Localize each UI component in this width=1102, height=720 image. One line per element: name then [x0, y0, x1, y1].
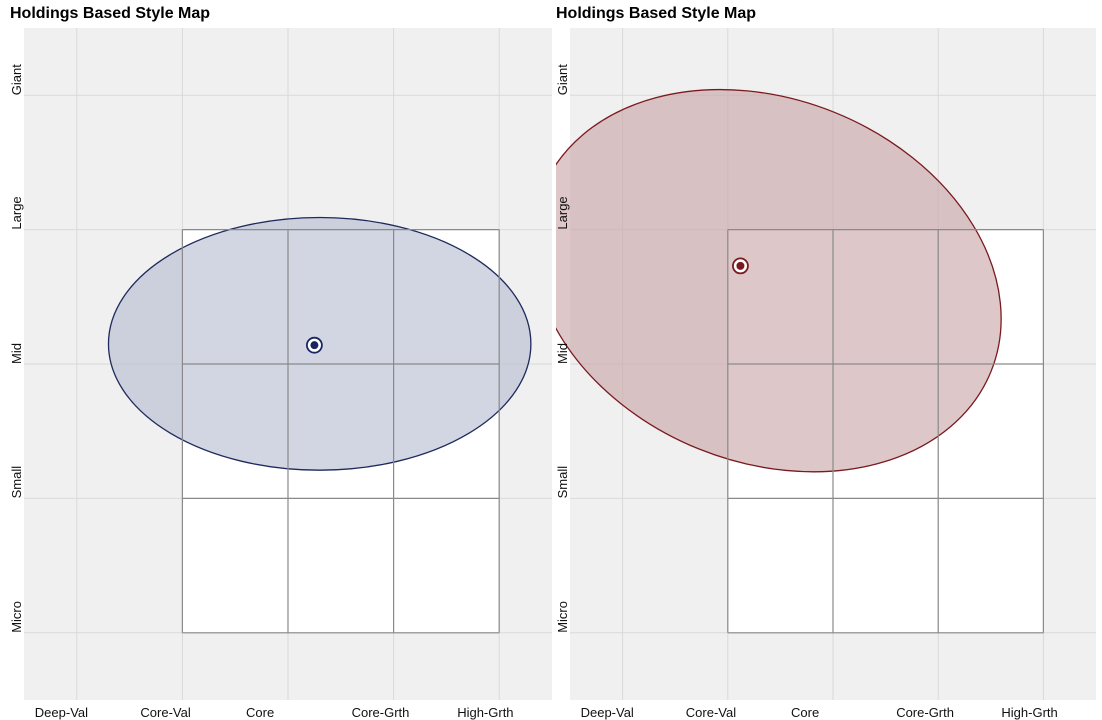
chart-title: Holdings Based Style Map [556, 5, 757, 22]
x-tick-label: Core [246, 705, 274, 720]
style-map-chart: Deep-Val Core-Val Core Core-Grth High-Grth Gi… [556, 28, 1096, 720]
y-tick-label: Mid [10, 343, 24, 364]
style-map-panel-1: Holdings Based Style Map Deep-Val Core-Va… [10, 0, 555, 720]
x-tick-label: High-Grth [457, 705, 513, 720]
x-tick-label: Core [791, 705, 819, 720]
y-tick-label: Large [10, 196, 24, 229]
centroid-marker [736, 261, 745, 270]
centroid-marker [310, 341, 319, 350]
y-tick-label: Micro [556, 601, 570, 633]
y-tick-label: Giant [556, 64, 570, 95]
x-tick-label: Core-Val [140, 705, 190, 720]
y-tick-label: Small [556, 466, 570, 499]
y-tick-label: Giant [10, 64, 24, 95]
x-tick-label: Core-Val [686, 705, 736, 720]
x-tick-label: Deep-Val [35, 705, 88, 720]
y-tick-label: Small [10, 466, 24, 499]
x-tick-label: Core-Grth [896, 705, 954, 720]
y-tick-label: Mid [556, 343, 570, 364]
style-ellipse [556, 88, 1002, 473]
chart-title: Holdings Based Style Map [10, 5, 211, 22]
y-tick-label: Micro [10, 601, 24, 633]
y-tick-label: Large [556, 196, 570, 229]
x-tick-label: High-Grth [1001, 705, 1057, 720]
x-tick-label: Deep-Val [581, 705, 634, 720]
style-map-panel-2: Holdings Based Style Map Deep-Val Core-Va… [556, 0, 1102, 720]
x-tick-label: Core-Grth [352, 705, 410, 720]
style-map-chart: Deep-Val Core-Val Core Core-Grth High-Grth Gi… [10, 28, 552, 720]
